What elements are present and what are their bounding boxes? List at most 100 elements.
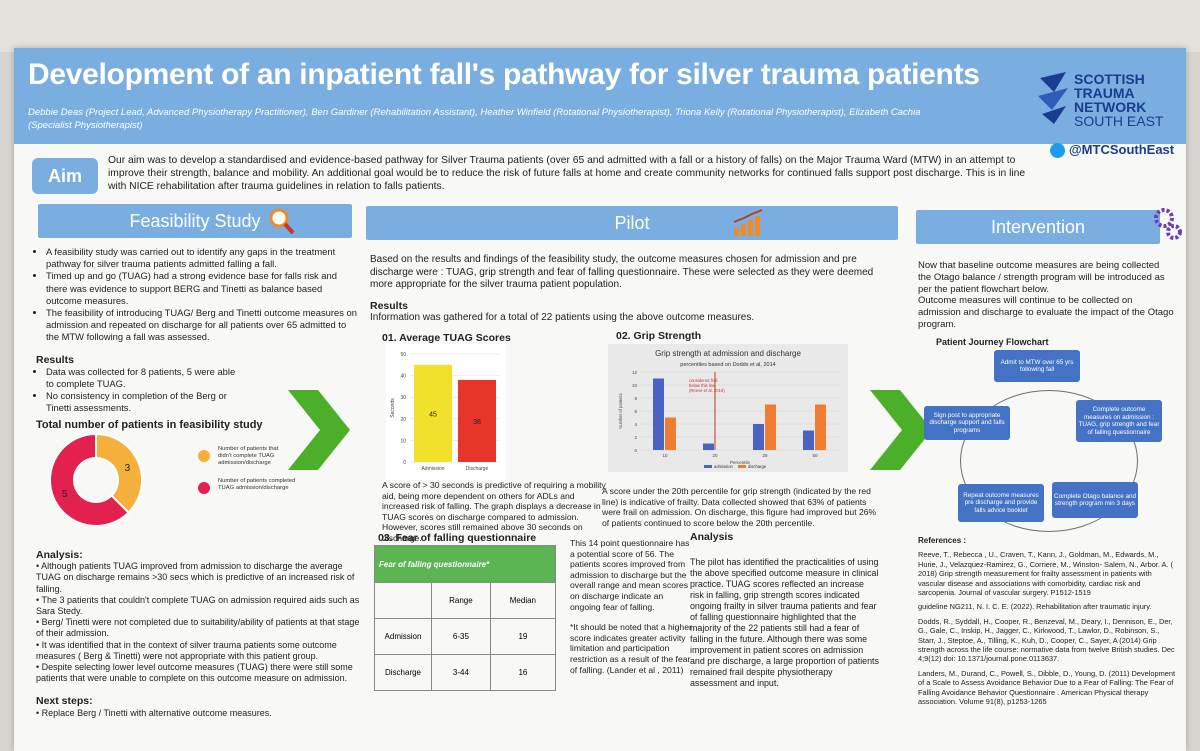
intervention-text: Outcome measures will continue to be col… — [918, 295, 1174, 330]
pilot-heading-text: Pilot — [614, 213, 650, 233]
x-tick-label: Admission — [421, 466, 444, 472]
reference-item: Dodds, R., Syddall, H., Cooper, R., Benz… — [918, 616, 1175, 664]
grip-bar — [665, 417, 676, 450]
y-tick-label: 0 — [634, 448, 637, 453]
flowchart-title: Patient Journey Flowchart — [936, 336, 1049, 347]
fof-row-label: Admission — [374, 618, 432, 655]
fof-empty-cell — [374, 582, 432, 619]
fof-table: Fear of falling questionnaire* Range Medi… — [374, 545, 557, 691]
network-logo: SCOTTISH TRAUMA NETWORK SOUTH EAST — [1036, 70, 1176, 130]
pilot-analysis-heading: Analysis — [690, 531, 734, 543]
grip-bar — [703, 443, 714, 450]
pilot-results-text: Information was gathered for a total of … — [370, 312, 755, 324]
list-item: Data was collected for 8 patients, 5 wer… — [46, 366, 236, 390]
green-arrow-icon — [288, 390, 350, 470]
fof-row-median: 19 — [489, 618, 557, 655]
y-axis-label: Number of patients — [618, 393, 623, 428]
analysis-point: • Despite selecting lower level outcome … — [36, 662, 353, 684]
threshold-annotation: considered frail below this line. (Reeve e… — [689, 378, 725, 393]
list-item: No consistency in completion of the Berg… — [46, 390, 236, 414]
grip-strength-chart: Grip strength at admission and discharge… — [608, 344, 848, 472]
grip-bar — [653, 378, 664, 450]
bar-value-label: 38 — [473, 419, 481, 426]
logo-wave-icon — [1038, 72, 1068, 124]
chart-title: Grip strength at admission and discharge — [655, 349, 801, 358]
grip-bar — [753, 424, 764, 450]
gears-icon — [1154, 208, 1182, 240]
x-tick-label: 10 — [662, 453, 668, 458]
poster-header: Development of an inpatient fall's pathw… — [14, 48, 1186, 144]
legend-label: Number of patients completed TUAG admissi… — [218, 478, 295, 491]
grip-bar — [803, 430, 814, 450]
pilot-results-heading: Results — [370, 299, 408, 312]
legend-swatch — [704, 465, 712, 468]
reference-item: Reeve, T., Rebecca , U., Craven, T., Kan… — [918, 550, 1174, 598]
donut-slice — [95, 432, 143, 514]
tuag-heading: 01. Average TUAG Scores — [382, 332, 511, 344]
poster: Development of an inpatient fall's pathw… — [14, 48, 1186, 751]
flowchart-cycle — [960, 390, 1138, 532]
x-axis-label: Percentile — [730, 460, 751, 465]
list-item: Timed up and go (TUAG) had a strong evid… — [46, 270, 358, 307]
intervention-heading-text: Intervention — [990, 217, 1086, 237]
grip-bar — [765, 404, 776, 450]
fof-row-range: 6-35 — [431, 618, 491, 655]
pilot-intro-text: Based on the results and findings of the… — [370, 254, 874, 291]
fof-note: *It should be noted that a higher score … — [570, 622, 692, 675]
list-item: A feasibility study was carried out to i… — [46, 246, 358, 270]
y-tick-label: 40 — [400, 374, 406, 380]
fof-description: This 14 point questionnaire has a potent… — [570, 538, 690, 612]
y-tick-label: 2 — [634, 435, 637, 440]
table-row: Admission 6-35 19 — [374, 618, 557, 655]
flow-step: Complete Otago balance and strength prog… — [1052, 482, 1138, 518]
legend-swatch — [198, 450, 210, 462]
y-tick-label: 20 — [400, 417, 406, 423]
twitter-icon — [1050, 143, 1065, 159]
legend-label: admission — [714, 464, 734, 469]
x-tick-label: Discharge — [466, 466, 489, 472]
analysis-point: • Berg/ Tinetti were not completed due t… — [36, 617, 360, 639]
fof-text: This 14 point questionnaire has a potent… — [570, 538, 694, 675]
magnifier-icon — [269, 208, 295, 235]
list-item: The feasibility of introducing TUAG/ Ber… — [46, 307, 358, 344]
pilot-intro: Based on the results and findings of the… — [370, 254, 890, 325]
grip-caption: A score under the 20th percentile for gr… — [602, 486, 877, 528]
pie-chart-title: Total number of patients in feasibility … — [36, 418, 263, 431]
bar-value-label: 45 — [429, 411, 437, 418]
feasibility-bullets: A feasibility study was carried out to i… — [36, 246, 358, 344]
logo-line: NETWORK — [1074, 99, 1147, 115]
twitter-text: @MTCSouthEast — [1069, 142, 1175, 157]
fof-row-range: 3-44 — [431, 654, 491, 691]
grip-heading: 02. Grip Strength — [616, 330, 702, 342]
logo-line: SOUTH EAST — [1074, 113, 1164, 129]
aim-label: Aim — [32, 158, 98, 194]
references-heading: References : — [918, 536, 967, 545]
twitter-handle: @MTCSouthEast — [1050, 142, 1175, 159]
results-heading: Results — [36, 353, 74, 366]
chart-background — [608, 344, 848, 472]
logo-text: SCOTTISH TRAUMA NETWORK SOUTH EAST — [1074, 72, 1163, 128]
intervention-text: Now that baseline outcome measures are b… — [918, 260, 1165, 295]
tuag-caption: A score of > 30 seconds is predictive of… — [382, 480, 606, 543]
legend-label: Number of patients that didn't complete T… — [218, 446, 279, 466]
intervention-body: Now that baseline outcome measures are b… — [918, 260, 1174, 349]
y-tick-label: 6 — [634, 409, 637, 414]
logo-line: SCOTTISH — [1074, 71, 1145, 87]
donut-slice — [49, 432, 130, 527]
analysis-heading: Analysis: — [36, 549, 83, 561]
x-tick-label: 25 — [762, 453, 768, 458]
legend-label: discharge — [748, 464, 767, 469]
analysis-point: • It was identified that in the context … — [36, 639, 337, 661]
flow-step: Sign post to appropriate discharge suppo… — [924, 406, 1010, 440]
next-steps-text: • Replace Berg / Tinetti with alternativ… — [36, 707, 272, 718]
references: References : Reeve, T., Rebecca , U., Cr… — [918, 536, 1176, 712]
bar-growth-icon — [733, 209, 763, 236]
green-arrow-icon — [870, 390, 932, 470]
legend-swatch — [738, 465, 746, 468]
fof-row-label: Discharge — [374, 654, 432, 691]
logo-line: TRAUMA — [1074, 85, 1135, 101]
reference-item: Landers, M., Durand, C., Powell, S., Dib… — [918, 668, 1176, 707]
aim-text: Our aim was to develop a standardised an… — [108, 155, 1026, 193]
feasibility-donut-chart: 3 5 Number of patients that didn't complete… — [49, 432, 295, 527]
table-row: Discharge 3-44 16 — [374, 654, 557, 691]
